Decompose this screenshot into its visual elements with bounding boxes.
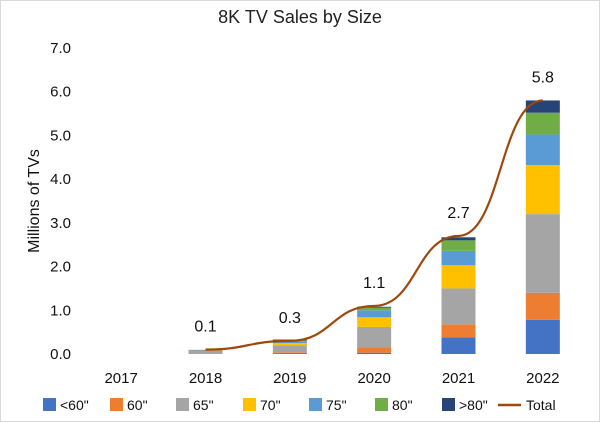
- total-line: [205, 99, 543, 351]
- bar-segment: [272, 343, 307, 346]
- legend-label: 80": [392, 397, 413, 413]
- bar-segment: [441, 237, 476, 241]
- bar-segment: [272, 345, 307, 353]
- y-axis-label: Millions of TVs: [26, 149, 43, 253]
- x-tick-label: 2021: [442, 370, 475, 387]
- legend-swatch: [309, 398, 322, 411]
- bar-segment: [525, 100, 560, 113]
- bar-segment: [188, 350, 223, 354]
- bar-segment: [525, 134, 560, 166]
- legend-label: 75": [326, 397, 347, 413]
- bar-segment: [357, 317, 392, 327]
- bar-segment: [272, 352, 307, 354]
- bar-segment: [357, 306, 392, 308]
- y-tick-label: 6.0: [50, 84, 71, 101]
- bar-segment: [441, 324, 476, 338]
- bar-segment: [357, 307, 392, 311]
- bar-segment: [525, 165, 560, 215]
- bar-segment: [525, 292, 560, 320]
- x-tick-label: 2020: [357, 370, 390, 387]
- legend-label: 60": [127, 397, 148, 413]
- y-tick-label: 4.0: [50, 171, 71, 188]
- bar-segment: [357, 326, 392, 348]
- legend-label: <60": [60, 397, 89, 413]
- total-data-label: 5.8: [532, 69, 554, 86]
- legend-swatch: [243, 398, 256, 411]
- total-data-label: 1.1: [363, 275, 385, 292]
- y-tick-label: 3.0: [50, 215, 71, 232]
- legend-label-total: Total: [526, 397, 556, 413]
- legend-swatch: [375, 398, 388, 411]
- legend-swatch: [176, 398, 189, 411]
- bar-segment: [441, 265, 476, 289]
- bar-segment: [441, 250, 476, 266]
- legend-label: 70": [260, 397, 281, 413]
- x-tick-label: 2018: [189, 370, 222, 387]
- bar-segment: [441, 337, 476, 354]
- legend-label: >80": [459, 397, 488, 413]
- bar-segment: [357, 347, 392, 353]
- legend-swatch: [442, 398, 455, 411]
- x-tick-label: 2022: [526, 370, 559, 387]
- legend-swatch: [110, 398, 123, 411]
- bar-segment: [272, 341, 307, 344]
- total-data-label: 2.7: [447, 205, 469, 222]
- chart-title: 8K TV Sales by Size: [218, 7, 382, 27]
- bar-segment: [357, 310, 392, 318]
- data-labels: 0.1 0.3 1.1 2.7 5.8: [194, 69, 554, 335]
- bar-segment: [441, 288, 476, 325]
- total-data-label: 0.1: [194, 319, 216, 336]
- legend-swatch: [43, 398, 56, 411]
- total-line-layer: [205, 99, 543, 351]
- y-tick-label: 7.0: [50, 40, 71, 57]
- chart-legend: <60" 60" 65" 70" 75" 80" >80" Total: [43, 397, 556, 413]
- y-axis-ticks: 0.0 1.0 2.0 3.0 4.0 5.0 6.0 7.0: [50, 40, 71, 363]
- bar-segment: [525, 214, 560, 293]
- y-tick-label: 0.0: [50, 346, 71, 363]
- bar-segment: [441, 240, 476, 251]
- bar-segment: [272, 353, 307, 354]
- x-tick-label: 2017: [104, 370, 137, 387]
- x-axis-ticks: 2017 2018 2019 2020 2021 2022: [104, 370, 559, 387]
- x-tick-label: 2019: [273, 370, 306, 387]
- bar-segment: [525, 112, 560, 135]
- y-tick-label: 1.0: [50, 302, 71, 319]
- bar-segment: [525, 319, 560, 354]
- legend-label: 65": [193, 397, 214, 413]
- bar-segment: [357, 352, 392, 354]
- bar-series: [188, 100, 560, 354]
- y-tick-label: 2.0: [50, 259, 71, 276]
- y-tick-label: 5.0: [50, 127, 71, 144]
- total-data-label: 0.3: [279, 310, 301, 327]
